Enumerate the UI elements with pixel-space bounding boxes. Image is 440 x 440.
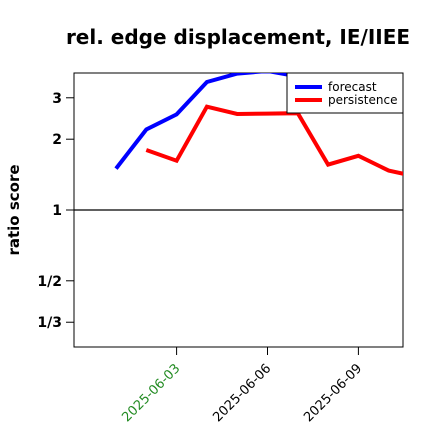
legend-label-persistence: persistence xyxy=(328,93,397,107)
legend-box xyxy=(286,72,404,114)
y-axis: 1/3 1/2 1 2 3 xyxy=(37,91,74,331)
x-tick-label: 2025-06-09 xyxy=(301,361,365,425)
y-tick-label: 3 xyxy=(52,91,62,107)
x-axis: 2025-06-03 2025-06-06 2025-06-09 xyxy=(119,347,365,425)
y-tick-label: 2 xyxy=(52,132,62,148)
x-tick-label: 2025-06-06 xyxy=(210,361,274,425)
series-line-persistence xyxy=(145,104,403,176)
y-tick-label: 1 xyxy=(52,203,62,219)
x-tick-label: 2025-06-03 xyxy=(119,361,183,425)
y-tick-label: 1/3 xyxy=(37,315,62,331)
y-tick-label: 1/2 xyxy=(37,274,62,290)
y-axis-label: ratio score xyxy=(5,164,23,255)
legend-label-forecast: forecast xyxy=(328,80,377,94)
chart-title: rel. edge displacement, IE/IIEE xyxy=(66,25,410,49)
